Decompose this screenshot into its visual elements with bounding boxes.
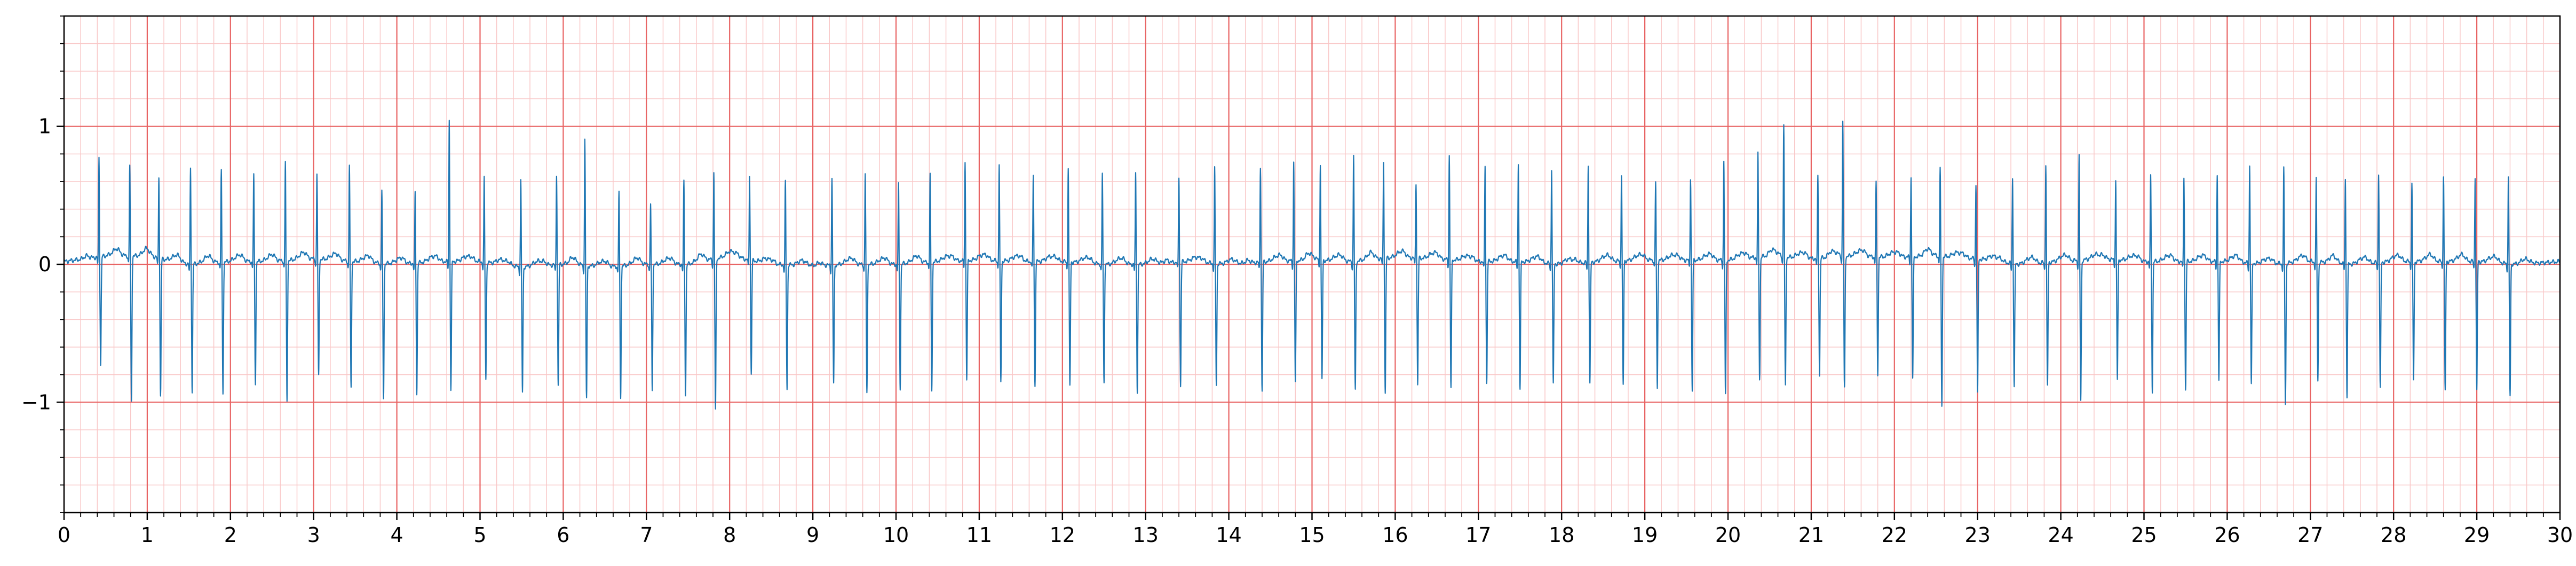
x-tick-label: 16	[1382, 523, 1408, 547]
x-tick-label: 23	[1965, 523, 1991, 547]
x-tick-label: 15	[1299, 523, 1325, 547]
x-tick-label: 19	[1632, 523, 1658, 547]
x-tick-label: 1	[141, 523, 154, 547]
x-tick-label: 14	[1216, 523, 1241, 547]
x-tick-label: 17	[1465, 523, 1491, 547]
x-tick-label: 25	[2131, 523, 2157, 547]
major-grid	[63, 16, 2561, 513]
ecg-trace	[64, 120, 2561, 410]
x-tick-label: 22	[1882, 523, 1907, 547]
y-tick-label: 1	[38, 115, 51, 138]
x-tick-label: 28	[2381, 523, 2406, 547]
x-tick-label: 7	[640, 523, 653, 547]
x-tick-label: 30	[2547, 523, 2573, 547]
x-axis: 0 1 2 3 4 5 6 7 8 9 10 11 12 13 14 15 16 17 18 19 20 21 22 23 24…	[58, 513, 2573, 547]
x-tick-label: 29	[2464, 523, 2490, 547]
x-tick-label: 4	[391, 523, 403, 547]
x-tick-label: 27	[2297, 523, 2323, 547]
y-tick-label: 0	[38, 253, 51, 276]
x-tick-label: 0	[58, 523, 70, 547]
y-axis: 1 0 −1	[21, 15, 64, 513]
x-tick-label: 9	[806, 523, 819, 547]
x-tick-label: 2	[224, 523, 237, 547]
x-tick-label: 26	[2214, 523, 2240, 547]
x-tick-label: 12	[1050, 523, 1075, 547]
x-tick-label: 6	[557, 523, 569, 547]
y-tick-label: −1	[21, 390, 51, 414]
x-tick-label: 18	[1549, 523, 1574, 547]
x-tick-label: 5	[473, 523, 486, 547]
x-tick-label: 20	[1715, 523, 1741, 547]
x-tick-label: 24	[2048, 523, 2073, 547]
x-tick-label: 10	[883, 523, 909, 547]
x-tick-label: 3	[307, 523, 320, 547]
x-tick-label: 13	[1133, 523, 1159, 547]
x-tick-label: 8	[723, 523, 736, 547]
x-tick-label: 21	[1798, 523, 1824, 547]
series-layer	[64, 120, 2561, 410]
x-tick-label: 11	[966, 523, 992, 547]
